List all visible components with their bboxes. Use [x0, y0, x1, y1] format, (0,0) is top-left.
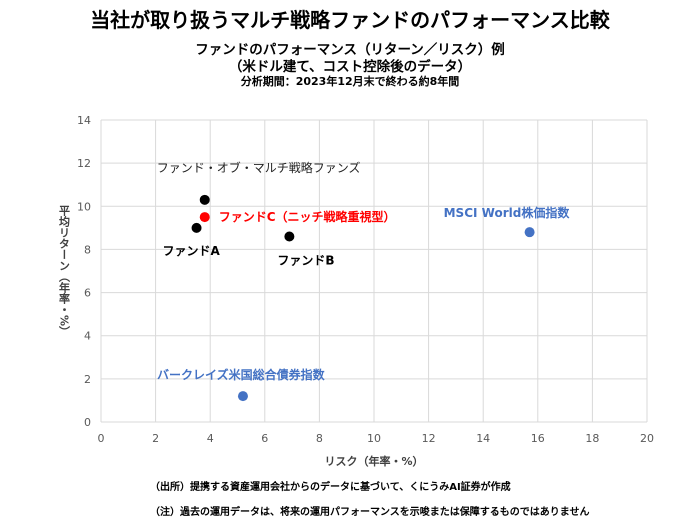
data-point — [284, 231, 295, 242]
y-tick-label: 8 — [84, 243, 91, 256]
x-tick-label: 16 — [531, 432, 545, 445]
chart-subtitle-currency: （米ドル建て、コスト控除後のデータ） — [228, 59, 472, 75]
data-label: ファンド・オブ・マルチ戦略ファンズ — [157, 160, 361, 175]
x-tick-label: 10 — [367, 432, 381, 445]
x-tick-label: 12 — [422, 432, 436, 445]
data-label: ファンドB — [277, 253, 334, 267]
data-label: バークレイズ米国総合債券指数 — [157, 367, 326, 382]
y-tick-label: 2 — [84, 373, 91, 386]
y-tick-label: 12 — [77, 157, 91, 170]
data-point — [191, 222, 202, 233]
chart-title: 当社が取り扱うマルチ戦略ファンドのパフォーマンス比較 — [90, 8, 610, 32]
data-point — [199, 212, 210, 223]
y-tick-label: 10 — [77, 200, 91, 213]
data-point — [237, 391, 248, 402]
x-tick-label: 0 — [98, 432, 105, 445]
x-axis-label: リスク（年率・%） — [324, 454, 423, 468]
analysis-period: 分析期間：2023年12月末で終わる約8年間 — [240, 75, 460, 88]
data-label: ファンドA — [163, 244, 221, 258]
x-tick-label: 6 — [261, 432, 268, 445]
y-axis-label: 平均リターン（年率・%） — [58, 205, 72, 337]
x-tick-label: 20 — [640, 432, 654, 445]
y-tick-label: 0 — [84, 416, 91, 429]
x-tick-label: 18 — [585, 432, 599, 445]
y-tick-label: 14 — [77, 114, 91, 127]
data-label: ファンドC（ニッチ戦略重視型） — [219, 209, 396, 224]
x-tick-label: 4 — [207, 432, 214, 445]
disclaimer-note: （注）過去の運用データは、将来の運用パフォーマンスを示唆または保障するものではあ… — [150, 507, 590, 518]
source-note: （出所）提携する資産運用会社からのデータに基づいて、くにうみAI証券が作成 — [150, 482, 511, 493]
chart-subtitle: ファンドのパフォーマンス（リターン／リスク）例 — [195, 42, 505, 58]
x-tick-label: 2 — [152, 432, 159, 445]
y-tick-label: 6 — [84, 287, 91, 300]
data-point — [199, 194, 210, 205]
x-tick-label: 8 — [316, 432, 323, 445]
y-tick-label: 4 — [84, 330, 91, 343]
data-label: MSCI World株価指数 — [444, 205, 571, 220]
data-point — [524, 227, 535, 238]
x-tick-label: 14 — [476, 432, 490, 445]
